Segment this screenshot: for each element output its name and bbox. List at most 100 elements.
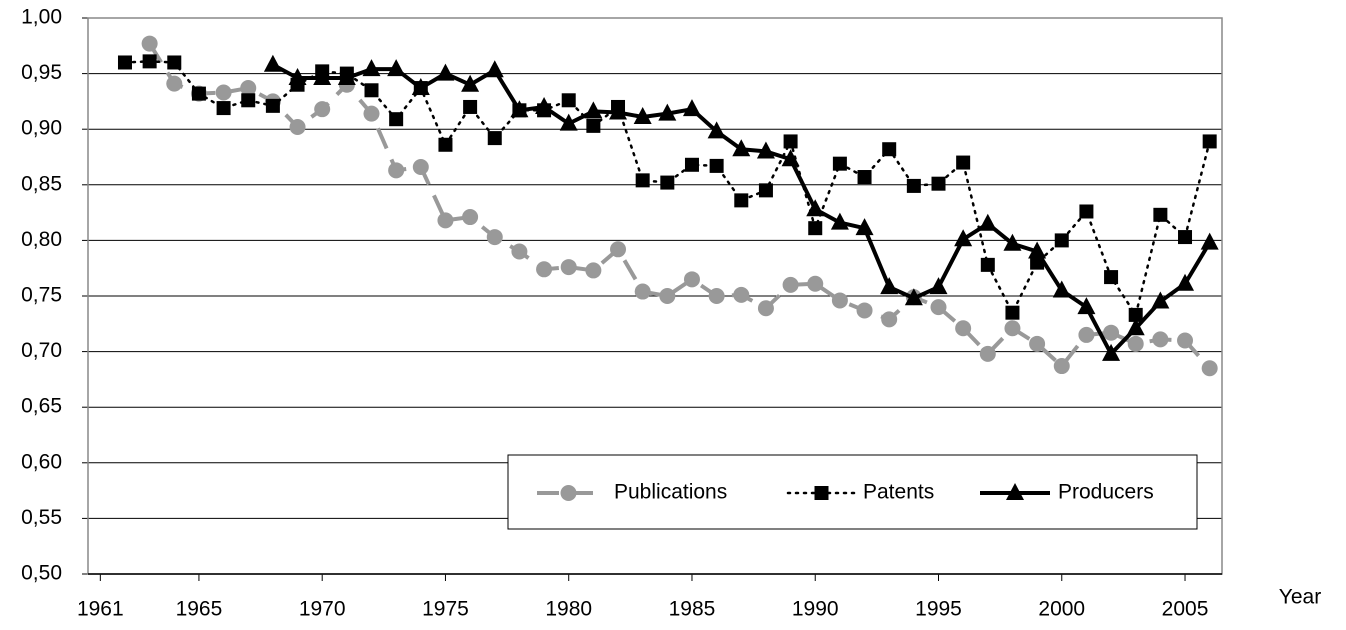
- data-point: [364, 83, 379, 98]
- legend-label: Producers: [1058, 481, 1154, 504]
- data-point: [1128, 307, 1143, 322]
- data-point: [881, 311, 898, 328]
- data-point: [660, 175, 675, 190]
- data-point: [904, 288, 923, 306]
- data-point: [609, 102, 628, 120]
- data-point: [363, 105, 380, 122]
- data-point: [635, 173, 650, 188]
- data-point: [1200, 232, 1219, 250]
- series-line: [271, 62, 1212, 356]
- data-point: [855, 218, 874, 236]
- data-point: [511, 243, 528, 260]
- data-point: [265, 98, 280, 113]
- data-point: [733, 286, 750, 303]
- data-point: [956, 155, 971, 170]
- x-tick-label: 1980: [545, 598, 592, 621]
- y-tick-label: 0,50: [21, 562, 62, 585]
- data-point: [781, 149, 800, 167]
- data-point: [682, 99, 701, 117]
- x-tick-label: 1985: [669, 598, 716, 621]
- data-point: [931, 176, 946, 191]
- data-point: [1177, 332, 1194, 349]
- data-point: [240, 80, 257, 97]
- data-point: [1151, 291, 1170, 309]
- data-point: [535, 96, 554, 114]
- data-point: [634, 283, 651, 300]
- data-point: [707, 121, 726, 139]
- data-point: [191, 86, 206, 101]
- data-point: [142, 54, 157, 69]
- data-point: [758, 183, 773, 198]
- data-point: [1004, 320, 1021, 337]
- data-point: [782, 276, 799, 293]
- data-point: [756, 141, 775, 159]
- data-point: [1127, 335, 1144, 352]
- y-tick-label: 0,55: [21, 506, 62, 529]
- data-point: [289, 118, 306, 135]
- data-point: [929, 277, 948, 295]
- data-point: [362, 59, 381, 77]
- data-point: [1103, 324, 1120, 341]
- data-point: [412, 159, 429, 176]
- y-tick-label: 0,60: [21, 450, 62, 473]
- data-point: [807, 275, 824, 292]
- data-point: [709, 158, 724, 173]
- data-point: [216, 101, 231, 116]
- data-point: [610, 241, 627, 258]
- data-point: [1028, 241, 1047, 259]
- data-point: [633, 106, 652, 124]
- data-point: [411, 78, 430, 96]
- data-point: [1005, 305, 1020, 320]
- data-point: [1052, 280, 1071, 298]
- data-point: [659, 288, 676, 304]
- x-tick-label: 1970: [299, 598, 346, 621]
- data-point: [1079, 204, 1094, 219]
- data-point: [684, 157, 699, 172]
- data-point: [560, 259, 577, 276]
- y-tick-label: 0,90: [21, 117, 62, 140]
- data-point: [485, 60, 504, 78]
- data-point: [1104, 270, 1119, 285]
- data-point: [387, 59, 406, 77]
- y-tick-label: 0,80: [21, 228, 62, 251]
- data-point: [388, 162, 405, 179]
- data-point: [536, 261, 553, 278]
- data-point: [337, 68, 356, 86]
- data-point: [1202, 134, 1217, 149]
- data-point: [167, 55, 182, 70]
- data-point: [1029, 335, 1046, 352]
- data-point: [978, 213, 997, 231]
- data-point: [1003, 233, 1022, 251]
- data-point: [438, 137, 453, 152]
- data-point: [314, 101, 331, 118]
- data-point: [487, 131, 502, 146]
- y-tick-label: 0,65: [21, 395, 62, 418]
- data-point: [979, 345, 996, 362]
- data-point: [930, 299, 947, 316]
- x-tick-label: 1990: [792, 598, 839, 621]
- data-point: [783, 134, 798, 149]
- legend-label: Patents: [863, 481, 934, 504]
- data-point: [734, 193, 749, 208]
- data-point: [166, 75, 183, 92]
- data-point: [857, 170, 872, 185]
- legend-label: Publications: [614, 481, 727, 504]
- data-point: [263, 54, 282, 72]
- data-point: [954, 229, 973, 247]
- y-tick-label: 0,95: [21, 61, 62, 84]
- data-point: [831, 292, 848, 309]
- data-point: [1126, 318, 1145, 336]
- data-point: [585, 262, 602, 279]
- data-point: [955, 320, 972, 337]
- data-point: [1102, 343, 1121, 361]
- data-point: [463, 99, 478, 114]
- legend-marker: [814, 486, 829, 500]
- data-point: [461, 74, 480, 92]
- data-point: [732, 139, 751, 157]
- x-tick-label: 1965: [176, 598, 223, 621]
- data-point: [1077, 297, 1096, 315]
- data-point: [980, 257, 995, 272]
- data-point: [436, 63, 455, 81]
- data-point: [486, 229, 503, 246]
- x-tick-label: 1961: [77, 598, 124, 621]
